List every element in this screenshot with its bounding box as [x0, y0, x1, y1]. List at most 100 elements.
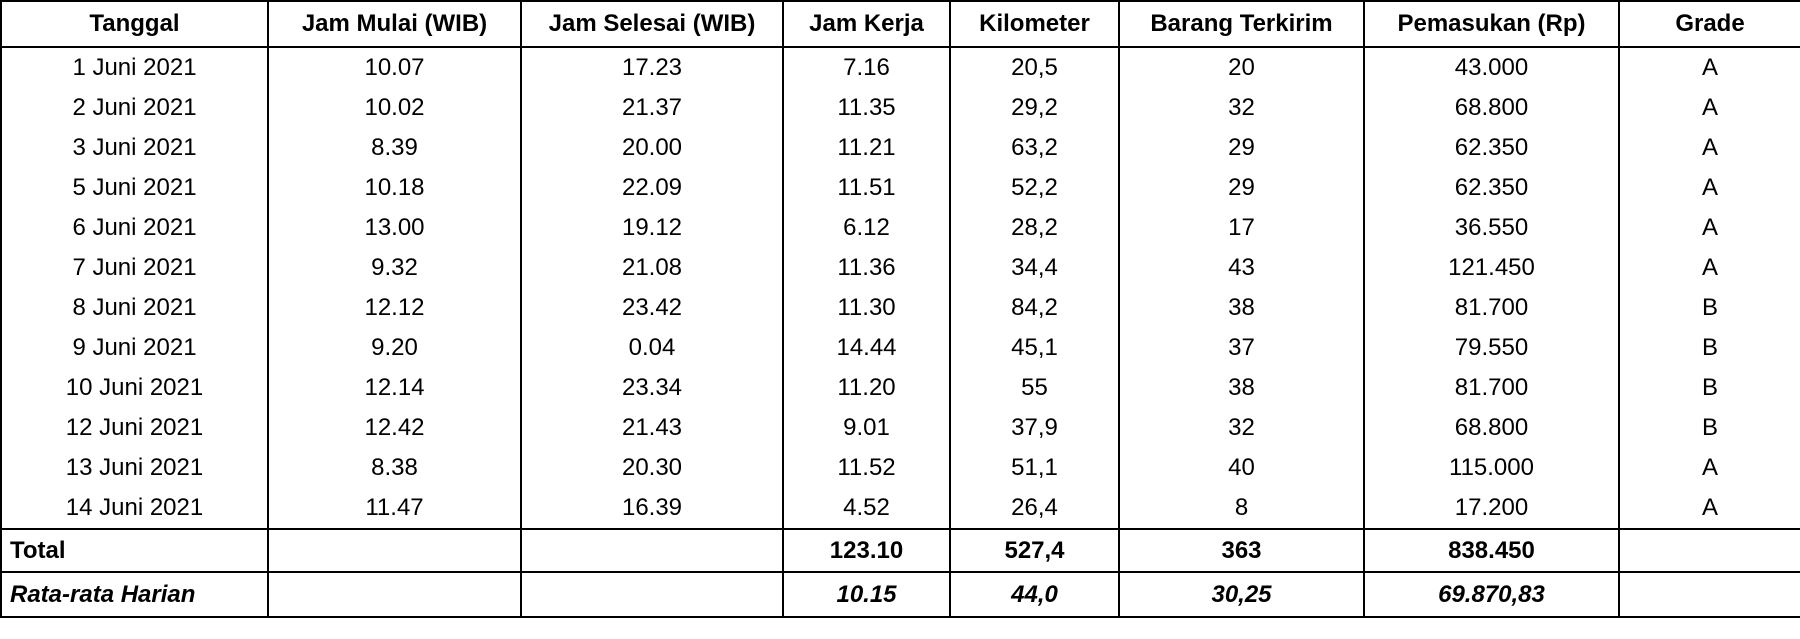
cell: B: [1618, 368, 1800, 408]
cell: 29: [1118, 168, 1365, 208]
cell: B: [1618, 328, 1800, 368]
table-row: 10 Juni 2021 12.14 23.34 11.20 55 38 81.700 B: [0, 368, 1800, 408]
cell: 13.00: [267, 208, 522, 248]
table-row: 6 Juni 2021 13.00 19.12 6.12 28,2 17 36.550 A: [0, 208, 1800, 248]
cell: 2 Juni 2021: [0, 88, 269, 128]
cell: 115.000: [1363, 448, 1620, 488]
cell: 10.18: [267, 168, 522, 208]
cell: 38: [1118, 288, 1365, 328]
cell: 123.10: [782, 528, 951, 573]
cell: 11.51: [782, 168, 951, 208]
cell: 838.450: [1363, 528, 1620, 573]
column-header: Pemasukan (Rp): [1363, 0, 1620, 48]
cell: 44,0: [949, 571, 1120, 618]
total-row: Total 123.10 527,4 363 838.450: [0, 528, 1800, 573]
column-header: Kilometer: [949, 0, 1120, 48]
table-row: 7 Juni 2021 9.32 21.08 11.36 34,4 43 121.450 A: [0, 248, 1800, 288]
cell: 12.42: [267, 408, 522, 448]
cell: [1618, 528, 1800, 573]
cell: 21.37: [520, 88, 784, 128]
cell: 22.09: [520, 168, 784, 208]
cell: 28,2: [949, 208, 1120, 248]
cell: 11.21: [782, 128, 951, 168]
cell: 11.52: [782, 448, 951, 488]
column-header: Grade: [1618, 0, 1800, 48]
cell: 23.34: [520, 368, 784, 408]
column-header: Tanggal: [0, 0, 269, 48]
cell: B: [1618, 408, 1800, 448]
cell: 20.00: [520, 128, 784, 168]
cell: 12 Juni 2021: [0, 408, 269, 448]
cell: 11.35: [782, 88, 951, 128]
table-row: 13 Juni 2021 8.38 20.30 11.52 51,1 40 115.000 A: [0, 448, 1800, 488]
cell: 6 Juni 2021: [0, 208, 269, 248]
cell: 29: [1118, 128, 1365, 168]
table-row: 2 Juni 2021 10.02 21.37 11.35 29,2 32 68.800 A: [0, 88, 1800, 128]
cell: A: [1618, 168, 1800, 208]
cell: [267, 571, 522, 618]
cell: 11.20: [782, 368, 951, 408]
cell: 8: [1118, 488, 1365, 529]
table-row: 1 Juni 2021 10.07 17.23 7.16 20,5 20 43.000 A: [0, 47, 1800, 88]
cell: 8.39: [267, 128, 522, 168]
cell: 20.30: [520, 448, 784, 488]
table-footer: Total 123.10 527,4 363 838.450 Rata-rata…: [0, 528, 1800, 618]
column-header: Barang Terkirim: [1118, 0, 1365, 48]
table-row: 9 Juni 2021 9.20 0.04 14.44 45,1 37 79.550 B: [0, 328, 1800, 368]
cell: 3 Juni 2021: [0, 128, 269, 168]
cell: 62.350: [1363, 128, 1620, 168]
cell: 11.47: [267, 488, 522, 529]
cell: 36.550: [1363, 208, 1620, 248]
cell: 8.38: [267, 448, 522, 488]
cell: 32: [1118, 88, 1365, 128]
cell: 527,4: [949, 528, 1120, 573]
cell: 12.14: [267, 368, 522, 408]
cell: 7.16: [782, 47, 951, 88]
cell: 43.000: [1363, 47, 1620, 88]
cell: 10 Juni 2021: [0, 368, 269, 408]
cell: 17.200: [1363, 488, 1620, 529]
cell: 34,4: [949, 248, 1120, 288]
cell: 17: [1118, 208, 1365, 248]
cell: 38: [1118, 368, 1365, 408]
cell: 9.32: [267, 248, 522, 288]
data-table: Tanggal Jam Mulai (WIB) Jam Selesai (WIB) J…: [0, 0, 1800, 618]
cell: 26,4: [949, 488, 1120, 529]
cell: 45,1: [949, 328, 1120, 368]
cell: 10.07: [267, 47, 522, 88]
table-header: Tanggal Jam Mulai (WIB) Jam Selesai (WIB) J…: [0, 0, 1800, 48]
cell: 68.800: [1363, 88, 1620, 128]
cell: 14.44: [782, 328, 951, 368]
cell: 0.04: [520, 328, 784, 368]
cell: 62.350: [1363, 168, 1620, 208]
cell: B: [1618, 288, 1800, 328]
cell: 51,1: [949, 448, 1120, 488]
cell: Total: [0, 528, 269, 573]
cell: 69.870,83: [1363, 571, 1620, 618]
cell: 81.700: [1363, 368, 1620, 408]
cell: 79.550: [1363, 328, 1620, 368]
cell: 30,25: [1118, 571, 1365, 618]
cell: 9.01: [782, 408, 951, 448]
cell: 13 Juni 2021: [0, 448, 269, 488]
cell: [267, 528, 522, 573]
cell: Rata-rata Harian: [0, 571, 269, 618]
cell: 21.08: [520, 248, 784, 288]
table-row: 12 Juni 2021 12.42 21.43 9.01 37,9 32 68.800 B: [0, 408, 1800, 448]
cell: 7 Juni 2021: [0, 248, 269, 288]
cell: A: [1618, 47, 1800, 88]
cell: 81.700: [1363, 288, 1620, 328]
cell: [520, 571, 784, 618]
cell: 9.20: [267, 328, 522, 368]
cell: 40: [1118, 448, 1365, 488]
cell: A: [1618, 128, 1800, 168]
cell: 52,2: [949, 168, 1120, 208]
cell: 68.800: [1363, 408, 1620, 448]
cell: 10.15: [782, 571, 951, 618]
cell: 1 Juni 2021: [0, 47, 269, 88]
cell: 16.39: [520, 488, 784, 529]
cell: 5 Juni 2021: [0, 168, 269, 208]
table-row: 8 Juni 2021 12.12 23.42 11.30 84,2 38 81.700 B: [0, 288, 1800, 328]
cell: 17.23: [520, 47, 784, 88]
